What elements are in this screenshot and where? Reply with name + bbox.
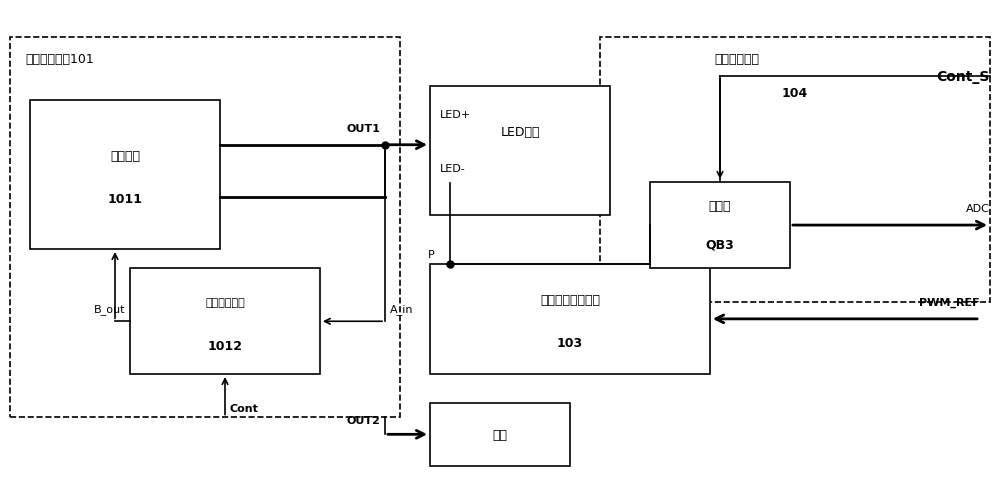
- Text: 后端线性恒流电路: 后端线性恒流电路: [540, 293, 600, 307]
- Text: LED+: LED+: [440, 110, 471, 120]
- Bar: [30, 101, 220, 250]
- Text: Cont_S: Cont_S: [937, 70, 990, 84]
- Text: 主板: 主板: [492, 428, 508, 441]
- Bar: [650, 182, 790, 269]
- Text: 104: 104: [782, 86, 808, 99]
- Bar: [600, 38, 990, 302]
- Text: 前端电源电路101: 前端电源电路101: [25, 53, 94, 66]
- Text: LED灯串: LED灯串: [500, 125, 540, 139]
- Text: ADC: ADC: [966, 204, 990, 214]
- Text: 电压检测电路: 电压检测电路: [714, 53, 759, 66]
- Text: 供电电路: 供电电路: [110, 149, 140, 163]
- Text: LED-: LED-: [440, 164, 466, 174]
- Text: OUT1: OUT1: [346, 123, 380, 133]
- Text: OUT2: OUT2: [346, 415, 380, 425]
- Bar: [430, 403, 570, 466]
- Text: A_in: A_in: [390, 303, 414, 314]
- Text: B_out: B_out: [94, 303, 125, 314]
- Text: PWM_REF: PWM_REF: [919, 297, 980, 307]
- Text: 103: 103: [557, 336, 583, 350]
- Bar: [10, 38, 400, 418]
- Text: 1012: 1012: [208, 339, 242, 352]
- Text: P: P: [428, 249, 435, 259]
- Text: Cont: Cont: [230, 403, 259, 413]
- Bar: [430, 264, 710, 374]
- Bar: [130, 269, 320, 374]
- Text: 反馈调整电路: 反馈调整电路: [205, 298, 245, 307]
- Bar: [430, 86, 610, 216]
- Text: 1011: 1011: [108, 192, 143, 206]
- Text: 开关管: 开关管: [709, 200, 731, 213]
- Text: QB3: QB3: [706, 238, 734, 252]
